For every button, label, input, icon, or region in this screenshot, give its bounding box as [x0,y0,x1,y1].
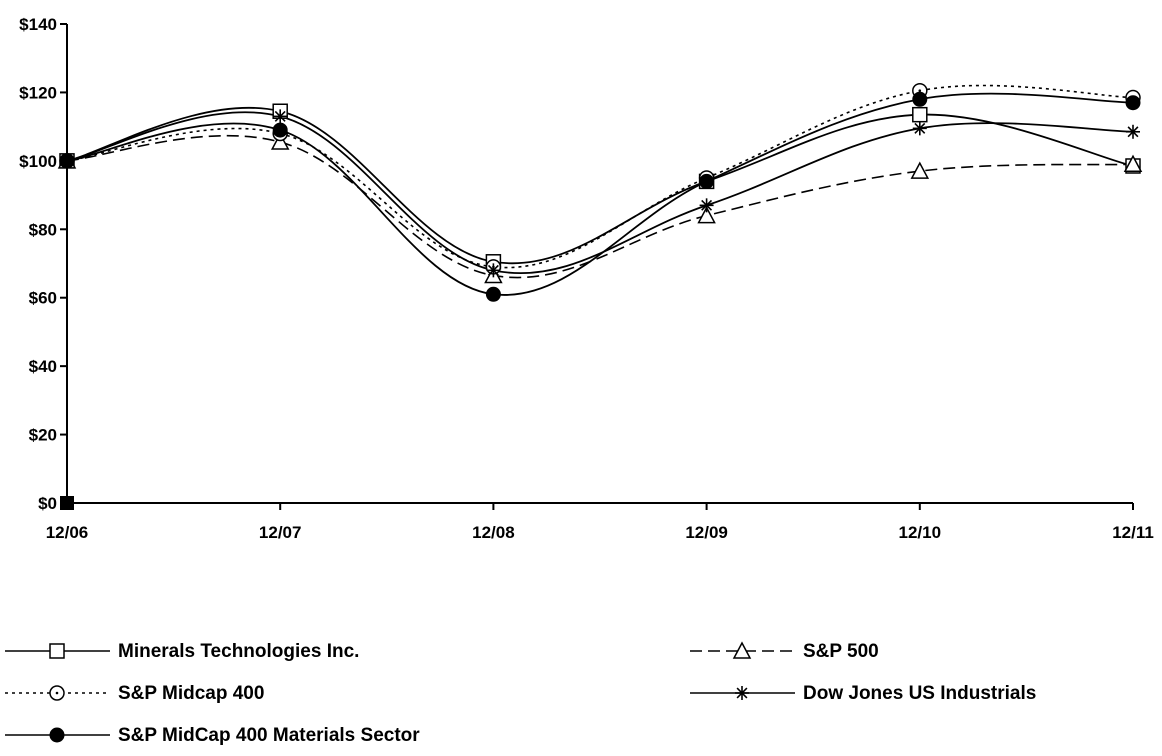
series-1-point-5 [1123,154,1143,173]
legend-label: Minerals Technologies Inc. [118,641,359,662]
series-3-point-2 [486,263,501,278]
series-line-4 [66,92,1134,296]
series-line-0 [66,106,1134,265]
series-line-3 [66,111,1134,275]
legend-marker-icon [49,685,65,701]
series-4-point-1 [272,122,288,138]
series-3-point-1 [273,109,288,124]
legend-item-2: S&P Midcap 400 [5,683,264,704]
x-tick-label: 12/06 [46,523,89,542]
y-tick-label: $120 [19,83,57,102]
series-4-point-3 [699,173,715,189]
origin-square-marker [60,496,74,510]
series-3-point-3 [699,198,714,213]
series-4-point-0 [59,153,75,169]
legend-marker-icon [49,727,65,743]
series-1-point-1 [270,132,290,150]
legend-item-4: S&P MidCap 400 Materials Sector [5,725,420,746]
series-1-point-3 [697,206,716,224]
legend-item-3: Dow Jones US Industrials [690,683,1036,704]
series-4-point-4 [912,91,928,107]
series-4-point-2 [485,286,501,302]
y-tick-label: $0 [38,494,57,513]
x-tick-label: 12/11 [1112,523,1154,542]
x-tick-label: 12/08 [472,523,515,542]
series-0-point-4 [912,106,928,123]
y-tick-label: $100 [19,152,57,171]
legend-item-0: Minerals Technologies Inc. [5,641,359,662]
x-tick-label: 12/10 [899,523,942,542]
x-tick-label: 12/09 [685,523,728,542]
y-tick-label: $20 [29,426,57,445]
series-3-point-5 [1126,124,1140,139]
series-line-1 [66,134,1134,279]
series-3-point-4 [912,121,927,136]
y-tick-label: $40 [29,357,57,376]
series-line-2 [66,84,1134,269]
y-tick-label: $140 [19,15,57,34]
legend-marker-icon [735,686,749,700]
legend-label: S&P Midcap 400 [118,683,264,704]
legend-marker-icon [732,641,752,659]
x-tick-label: 12/07 [259,523,302,542]
legend-item-1: S&P 500 [690,641,879,662]
y-tick-label: $60 [29,289,57,308]
y-tick-label: $80 [29,220,57,239]
legend-label: S&P MidCap 400 Materials Sector [118,725,420,746]
series-1-point-4 [910,161,930,179]
legend-label: Dow Jones US Industrials [803,683,1036,704]
legend-label: S&P 500 [803,641,879,662]
legend-marker-icon [49,643,65,659]
series-4-point-5 [1125,95,1141,111]
